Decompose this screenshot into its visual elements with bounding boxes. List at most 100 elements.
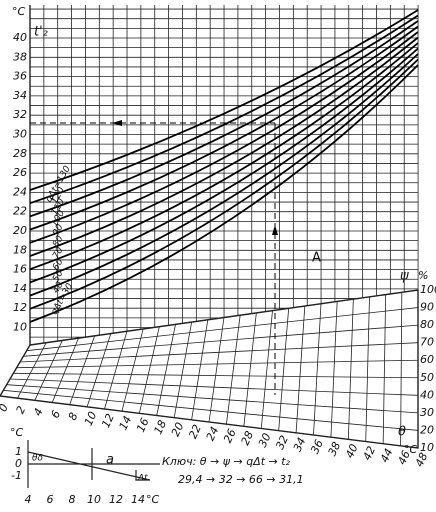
grid-line (19, 342, 419, 363)
inset-x-tick: 14 (131, 493, 145, 506)
curve (29, 31, 419, 244)
grid-line (330, 301, 338, 438)
curve (29, 58, 419, 310)
bottom-tick-label: 2 (14, 404, 29, 416)
inset-x-tick: 6 (47, 493, 54, 506)
right-symbol: ψ (400, 269, 409, 284)
bottom-tick-label: 12 (99, 412, 117, 430)
grid-line (365, 296, 370, 442)
grid-line (173, 322, 193, 418)
bottom-symbol: θ (398, 425, 406, 440)
grid-line (29, 289, 419, 346)
left-tick-label: 40 (13, 31, 27, 44)
bottom-tick-label: 10 (82, 410, 100, 428)
bottom-tick-label: 36 (308, 438, 326, 456)
left-tick-label: 10 (13, 321, 27, 334)
right-tick-label: 80 (420, 318, 434, 331)
right-tick-label: 60 (420, 353, 434, 366)
bottom-tick-label: 42 (360, 444, 378, 462)
left-tick-label: 16 (13, 263, 27, 276)
right-tick-label: 30 (420, 406, 434, 419)
bottom-tick-label: 4 (31, 406, 46, 418)
grid-line (51, 337, 79, 403)
right-tick-label: 10 (420, 441, 434, 454)
grid-line (23, 324, 419, 357)
grid-line (208, 317, 225, 423)
right-tick-label: 40 (420, 388, 434, 401)
curve (29, 47, 419, 284)
bottom-unit: °C (404, 443, 418, 456)
bottom-tick-label: 24 (204, 425, 222, 443)
curve (29, 36, 419, 257)
grid-line (278, 308, 290, 431)
bottom-tick-label: 38 (326, 440, 344, 458)
left-tick-label: 28 (13, 147, 27, 160)
left-tick-label: 22 (13, 205, 27, 218)
inset-x-tick: 12 (109, 493, 123, 506)
bottom-tick-label: 0 (0, 402, 11, 414)
grid-line (34, 340, 63, 401)
right-unit: % (418, 269, 428, 282)
grid-line (3, 389, 419, 431)
bottom-tick-label: 34 (291, 436, 309, 454)
grid-line (313, 303, 322, 436)
grid-line (16, 359, 419, 369)
bottom-tick-label: 32 (273, 433, 291, 451)
inset-label: θδ (32, 454, 44, 464)
grid-line (191, 319, 209, 420)
curve (29, 9, 419, 191)
grid-line (104, 331, 128, 410)
grid-line (382, 294, 387, 444)
inset-y-tick: 0 (15, 457, 22, 470)
curve (29, 53, 419, 297)
bottom-tick-label: 26 (221, 427, 239, 445)
curve (29, 25, 419, 231)
grid-line (138, 326, 160, 414)
grid-line (347, 299, 354, 440)
bottom-tick-label: 48 (413, 451, 431, 469)
inset: °C °C θδ a Δt (10, 426, 160, 506)
left-tick-label: 18 (13, 243, 27, 256)
bottom-tick-label: 8 (66, 411, 81, 423)
bottom-tick-label: 28 (239, 429, 257, 447)
right-tick-label: 70 (420, 336, 434, 349)
grid-line (6, 384, 419, 414)
grid-line (243, 312, 257, 427)
right-tick-label: 100 (420, 283, 436, 296)
inset-label: a (106, 453, 114, 468)
bottom-tick-label: 22 (186, 423, 204, 441)
left-tick-label: 14 (13, 282, 27, 295)
grid-line (9, 378, 419, 396)
bottom-tick-label: 46 (395, 449, 413, 467)
grid-line (0, 344, 31, 397)
left-unit: °C (12, 5, 26, 18)
inset-label: Δt (137, 474, 148, 484)
curve (29, 64, 419, 323)
inset-x-tick: 8 (69, 493, 76, 506)
grid-line (295, 306, 306, 433)
inset-y-unit: °C (10, 426, 24, 439)
key-line: 29,4 → 32 → 66 → 31,1 (178, 473, 304, 486)
bottom-tick-label: 16 (134, 416, 152, 434)
grid-line (0, 395, 419, 449)
curves (29, 9, 419, 323)
left-tick-label: 32 (13, 108, 27, 121)
curve (29, 14, 419, 205)
bottom-tick-label: 18 (151, 418, 169, 436)
left-tick-label: 38 (13, 50, 27, 63)
inset-y-tick: 1 (15, 445, 22, 458)
grid-line (226, 315, 241, 425)
bottom-tick-label: 30 (256, 431, 274, 449)
left-tick-label: 36 (13, 70, 27, 83)
bottom-tick-label: 6 (48, 408, 63, 420)
grid-line (156, 324, 176, 416)
grid-line (121, 328, 144, 412)
bottom-tick-label: 20 (169, 420, 187, 438)
key-line: Ключ: θ → ψ → qΔt → t₂ (162, 455, 291, 468)
right-tick-label: 20 (420, 423, 434, 436)
curve (29, 20, 419, 218)
bottom-tick-label: 40 (343, 442, 361, 460)
inset-x-tick: 4 (25, 493, 32, 506)
left-tick-label: 24 (13, 185, 27, 198)
